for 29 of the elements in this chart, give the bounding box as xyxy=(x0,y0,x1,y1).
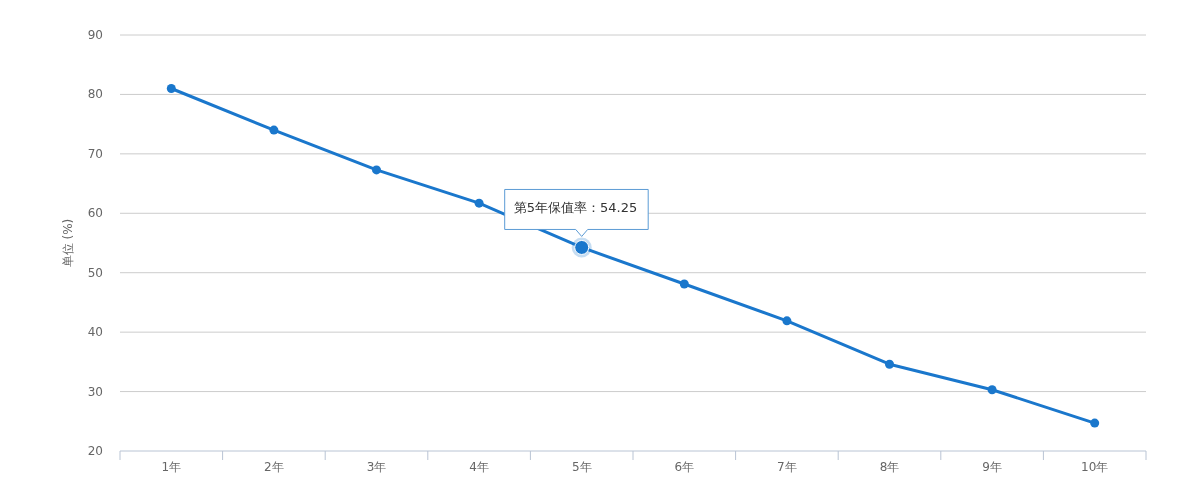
x-tick-label: 4年 xyxy=(469,460,489,474)
point xyxy=(679,279,689,289)
y-tick-label: 70 xyxy=(87,146,103,161)
x-tick-label: 3年 xyxy=(366,460,387,474)
x-tick-label: 2年 xyxy=(264,460,284,474)
y-tick-label: 80 xyxy=(87,87,103,102)
y-tick-label: 30 xyxy=(87,384,103,399)
point xyxy=(474,198,484,208)
point xyxy=(372,165,381,175)
y-tick-label: 50 xyxy=(87,265,103,280)
y-tick-label: 60 xyxy=(87,206,103,221)
y-tick-label: 40 xyxy=(87,325,103,340)
x-tick-label: 6年 xyxy=(674,460,695,474)
point xyxy=(782,316,792,326)
point xyxy=(885,359,894,369)
y-tick-label: 20 xyxy=(87,444,103,458)
x-tick-label: 10年 xyxy=(1081,460,1109,474)
point xyxy=(269,125,279,135)
x-tick-label: 5年 xyxy=(571,460,592,474)
x-tick-label: 8年 xyxy=(879,460,900,474)
y-tick-label: 90 xyxy=(87,28,103,42)
annotation: 第5年保值率：54.25 xyxy=(513,200,638,216)
point xyxy=(987,385,997,395)
x-tick-label: 9年 xyxy=(982,460,1002,474)
point xyxy=(1090,418,1100,428)
x-tick-label: 1年 xyxy=(161,460,182,474)
point xyxy=(166,83,176,93)
x-tick-label: 7年 xyxy=(777,460,797,474)
y-axis-title: 单位 (%) xyxy=(61,218,75,268)
